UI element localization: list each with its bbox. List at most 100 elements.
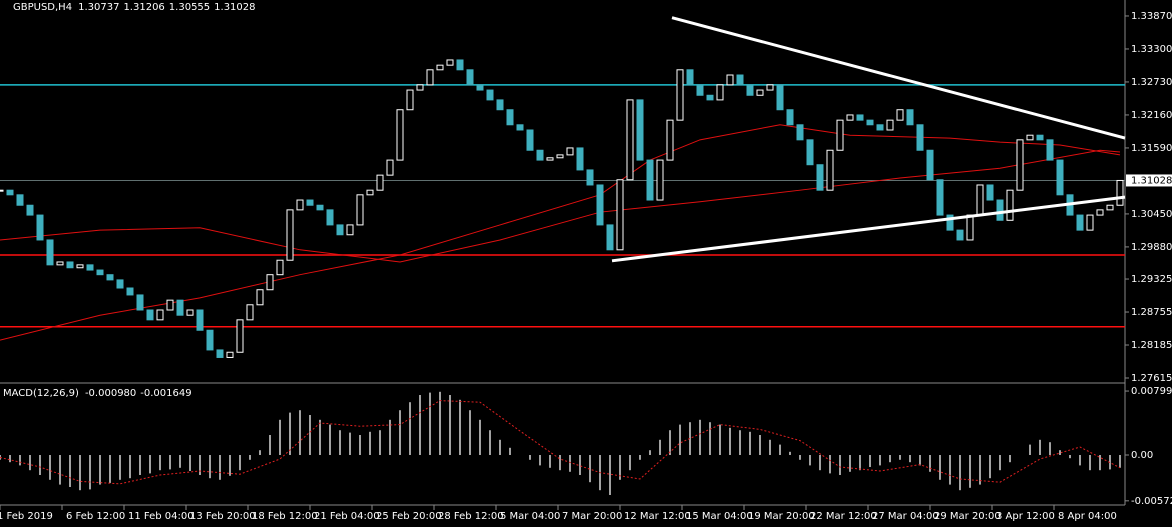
header-value: 1.30555: [169, 2, 210, 13]
candle: [646, 159, 654, 201]
candle: [336, 224, 344, 236]
candle: [156, 309, 164, 321]
candle: [796, 124, 804, 141]
candle: [286, 209, 294, 261]
y-tick-label: 1.29325: [1131, 274, 1172, 285]
candle: [246, 304, 254, 321]
trend-line: [611, 195, 1126, 263]
x-tick-label: 5 Mar 04:00: [500, 511, 560, 522]
candle: [516, 124, 524, 131]
candle: [1056, 159, 1064, 196]
candle: [996, 199, 1004, 221]
candle: [936, 179, 944, 216]
candle: [166, 299, 174, 311]
candle: [546, 157, 554, 161]
candle: [716, 84, 724, 101]
header-value: 1.31028: [214, 2, 255, 13]
x-tick-label: 7 Mar 20:00: [562, 511, 622, 522]
candle: [506, 109, 514, 126]
candle: [416, 84, 424, 91]
candle: [466, 69, 474, 86]
candle: [146, 309, 154, 321]
y-tick-label: 1.30450: [1131, 209, 1172, 220]
candle: [96, 269, 104, 276]
x-tick-label: 1 Feb 2019: [0, 511, 53, 522]
y-tick-label: 1.33300: [1131, 44, 1172, 55]
candle: [706, 94, 714, 101]
header-value: -0.000980: [85, 388, 136, 399]
candle: [956, 229, 964, 241]
candle: [866, 119, 874, 126]
candle: [6, 189, 14, 196]
candle: [626, 99, 634, 181]
x-tick-label: 8 Apr 04:00: [1058, 511, 1117, 522]
candle: [326, 209, 334, 226]
candle: [526, 129, 534, 151]
y-tick-label: 1.33870: [1131, 11, 1172, 22]
candle: [616, 179, 624, 251]
candle: [696, 84, 704, 96]
candle: [0, 189, 4, 192]
x-tick-label: 25 Feb 20:00: [376, 511, 442, 522]
candle: [56, 261, 64, 266]
candle: [66, 261, 74, 269]
trend-line: [671, 16, 1126, 140]
candle: [256, 289, 264, 306]
candle: [836, 119, 844, 151]
candle: [266, 274, 274, 291]
candle: [386, 159, 394, 176]
candle: [376, 174, 384, 191]
indicator-title: MACD(12,26,9): [3, 388, 79, 399]
candle: [276, 259, 284, 276]
y-tick-label: 1.28185: [1131, 340, 1172, 351]
y-tick-label: 1.27615: [1131, 373, 1172, 384]
x-tick-label: 13 Feb 20:00: [190, 511, 256, 522]
candle: [776, 84, 784, 111]
candle: [196, 309, 204, 331]
x-tick-label: 21 Feb 04:00: [314, 511, 380, 522]
candle: [206, 329, 214, 351]
y-tick-label: 1.28755: [1131, 307, 1172, 318]
last-price-box: [1126, 174, 1172, 187]
y-tick-label: 1.29880: [1131, 242, 1172, 253]
candle: [816, 164, 824, 191]
candle: [356, 194, 364, 226]
header-bg: [0, 0, 240, 14]
candle: [396, 109, 404, 161]
candle: [126, 287, 134, 296]
y-tick-label: 1.31590: [1131, 143, 1172, 154]
candle: [876, 124, 884, 131]
candle: [856, 114, 864, 121]
candle: [296, 199, 304, 211]
candle: [1116, 179, 1124, 206]
candle: [1106, 204, 1114, 211]
candle: [666, 119, 674, 161]
candle: [946, 214, 954, 231]
candle: [366, 189, 374, 196]
candle: [966, 214, 974, 241]
candle: [596, 184, 604, 226]
candle: [456, 59, 464, 71]
candle: [26, 204, 34, 216]
y-tick-label: 0.007995: [1131, 386, 1172, 397]
indicator-title: GBPUSD,H4: [13, 2, 72, 13]
candle: [216, 349, 224, 358]
candle: [576, 147, 584, 171]
candle: [36, 214, 44, 241]
candle: [136, 294, 144, 311]
x-tick-label: 12 Mar 12:00: [624, 511, 691, 522]
candle: [106, 274, 114, 281]
x-tick-label: 22 Mar 12:00: [810, 511, 877, 522]
candle: [1006, 189, 1014, 221]
candle: [446, 59, 454, 66]
candle: [896, 109, 904, 121]
y-tick-label: 1.32160: [1131, 110, 1172, 121]
candle: [726, 74, 734, 86]
candle: [1036, 134, 1044, 141]
x-tick-label: 11 Feb 04:00: [128, 511, 194, 522]
candle: [926, 149, 934, 181]
candle: [1076, 214, 1084, 231]
candle: [86, 264, 94, 271]
x-tick-label: 27 Mar 04:00: [872, 511, 939, 522]
